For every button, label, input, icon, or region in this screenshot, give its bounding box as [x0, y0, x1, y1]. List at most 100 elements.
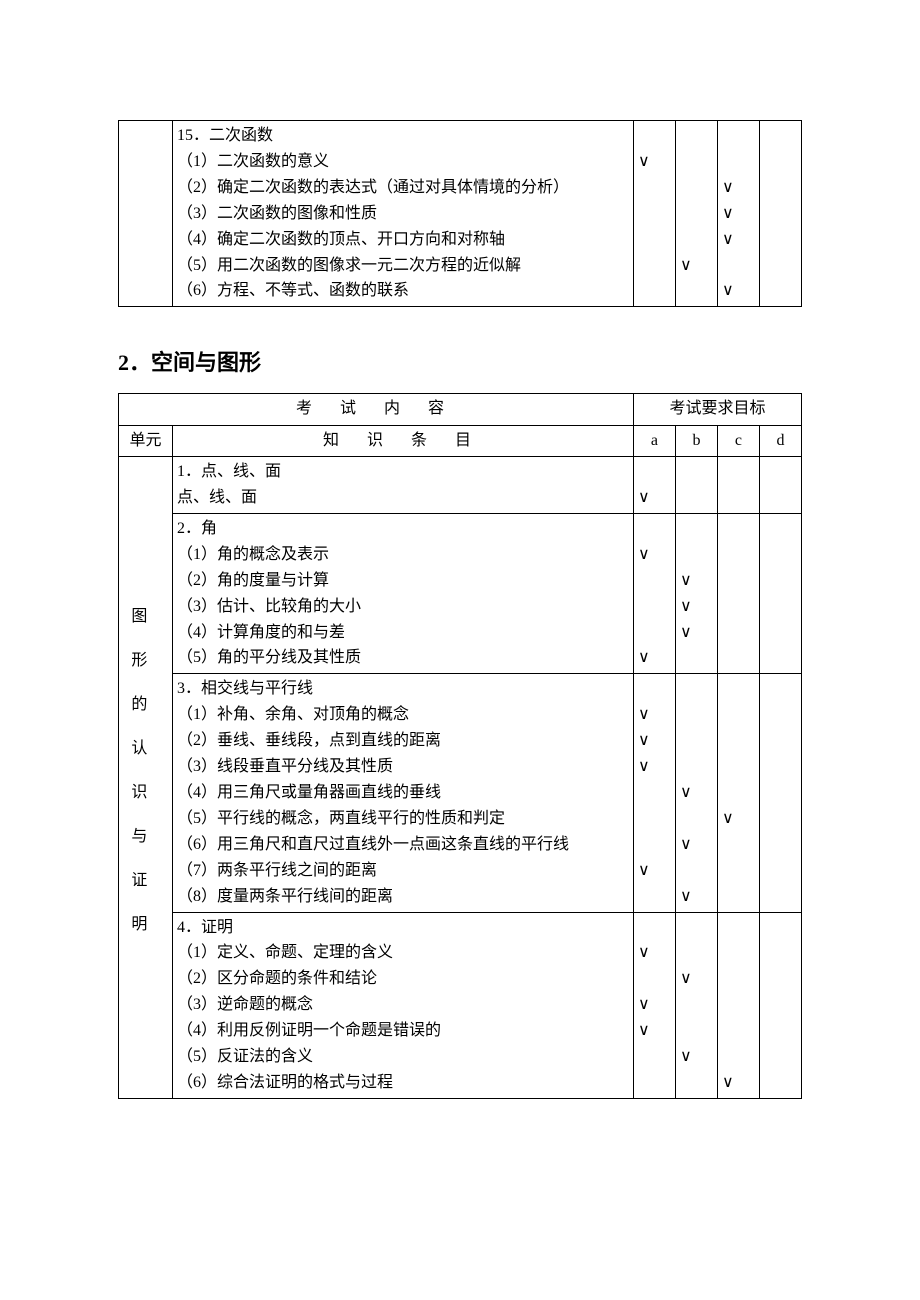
check-mark	[638, 620, 671, 646]
check-mark: ∨	[638, 702, 671, 728]
check-mark	[680, 806, 713, 832]
check-mark	[638, 459, 671, 485]
check-mark	[764, 175, 797, 201]
check-mark	[764, 806, 797, 832]
mark-cell-c	[717, 513, 759, 673]
check-mark	[722, 123, 755, 149]
table-row: 15．二次函数 （1）二次函数的意义 （2）确定二次函数的表达式（通过对具体情境…	[119, 121, 802, 307]
check-mark	[680, 201, 713, 227]
check-mark: ∨	[638, 485, 671, 511]
check-mark	[764, 645, 797, 671]
mark-cell-c: ∨ ∨ ∨ ∨	[718, 121, 760, 307]
check-mark	[680, 992, 713, 1018]
check-mark	[764, 858, 797, 884]
check-mark	[764, 594, 797, 620]
header-a: a	[633, 425, 675, 456]
check-mark	[680, 123, 713, 149]
check-mark	[722, 780, 755, 806]
check-mark	[638, 123, 671, 149]
check-mark	[722, 754, 755, 780]
mark-cell-a: ∨	[634, 121, 676, 307]
check-mark: ∨	[638, 858, 671, 884]
mark-cell-a: ∨ ∨ ∨	[633, 912, 675, 1098]
check-mark	[680, 485, 713, 511]
check-mark	[764, 201, 797, 227]
content-cell: 3．相交线与平行线 （1）补角、余角、对顶角的概念 （2）垂线、垂线段，点到直线…	[173, 674, 634, 912]
check-mark	[722, 858, 755, 884]
check-mark	[722, 620, 755, 646]
check-mark	[722, 884, 755, 910]
check-mark	[764, 149, 797, 175]
check-mark: ∨	[680, 253, 713, 279]
check-mark	[638, 516, 671, 542]
check-mark: ∨	[638, 149, 671, 175]
check-mark	[764, 459, 797, 485]
header-unit: 单元	[119, 425, 173, 456]
check-mark	[722, 594, 755, 620]
check-mark	[764, 832, 797, 858]
check-mark	[722, 940, 755, 966]
content-line: （2）确定二次函数的表达式（通过对具体情境的分析）	[177, 175, 629, 201]
content-line: （3）逆命题的概念	[177, 992, 629, 1018]
check-mark	[680, 702, 713, 728]
check-mark	[638, 966, 671, 992]
content-line: （1）二次函数的意义	[177, 149, 629, 175]
check-mark	[764, 227, 797, 253]
check-mark: ∨	[638, 542, 671, 568]
content-line: （5）反证法的含义	[177, 1044, 629, 1070]
check-mark: ∨	[638, 1018, 671, 1044]
check-mark: ∨	[722, 201, 755, 227]
check-mark	[764, 992, 797, 1018]
check-mark	[638, 253, 671, 279]
mark-cell-c: ∨	[717, 912, 759, 1098]
content-line: （1）补角、余角、对顶角的概念	[177, 702, 629, 728]
check-mark	[764, 542, 797, 568]
content-line: （5）用二次函数的图像求一元二次方程的近似解	[177, 253, 629, 279]
check-mark	[680, 754, 713, 780]
table-row: 4．证明 （1）定义、命题、定理的含义 （2）区分命题的条件和结论 （3）逆命题…	[119, 912, 802, 1098]
check-mark	[764, 1070, 797, 1096]
check-mark	[722, 1018, 755, 1044]
mark-cell-b: ∨ ∨	[675, 912, 717, 1098]
check-mark	[638, 278, 671, 304]
content-line: （4）用三角尺或量角器画直线的垂线	[177, 780, 629, 806]
check-mark: ∨	[638, 940, 671, 966]
content-line: 15．二次函数	[177, 123, 629, 149]
check-mark: ∨	[722, 1070, 755, 1096]
mark-cell-d	[760, 121, 802, 307]
check-mark	[638, 832, 671, 858]
check-mark	[764, 620, 797, 646]
content-line: （4）确定二次函数的顶点、开口方向和对称轴	[177, 227, 629, 253]
check-mark	[680, 227, 713, 253]
content-line: （6）用三角尺和直尺过直线外一点画这条直线的平行线	[177, 832, 629, 858]
check-mark	[722, 253, 755, 279]
header-c: c	[717, 425, 759, 456]
check-mark	[680, 175, 713, 201]
check-mark	[764, 1044, 797, 1070]
check-mark	[722, 485, 755, 511]
content-line: （7）两条平行线之间的距离	[177, 858, 629, 884]
mark-cell-d	[759, 457, 801, 514]
check-mark	[680, 858, 713, 884]
check-mark	[680, 676, 713, 702]
check-mark: ∨	[722, 806, 755, 832]
check-mark: ∨	[638, 754, 671, 780]
check-mark	[638, 227, 671, 253]
content-line: （5）角的平分线及其性质	[177, 645, 629, 671]
check-mark	[680, 1018, 713, 1044]
content-line: （2）区分命题的条件和结论	[177, 966, 629, 992]
check-mark	[764, 915, 797, 941]
check-mark	[680, 915, 713, 941]
check-mark	[764, 253, 797, 279]
check-mark: ∨	[638, 728, 671, 754]
check-mark: ∨	[638, 992, 671, 1018]
check-mark	[722, 149, 755, 175]
check-mark	[722, 915, 755, 941]
unit-label: 图形的认识与证明	[123, 597, 149, 959]
check-mark: ∨	[680, 832, 713, 858]
check-mark	[680, 645, 713, 671]
check-mark: ∨	[680, 568, 713, 594]
content-line: （1）角的概念及表示	[177, 542, 629, 568]
mark-cell-b	[675, 457, 717, 514]
mark-cell-b: ∨ ∨ ∨	[675, 513, 717, 673]
